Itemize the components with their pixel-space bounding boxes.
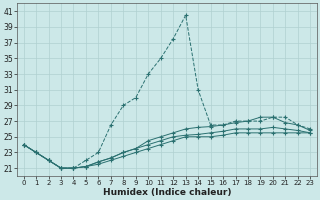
X-axis label: Humidex (Indice chaleur): Humidex (Indice chaleur): [103, 188, 231, 197]
